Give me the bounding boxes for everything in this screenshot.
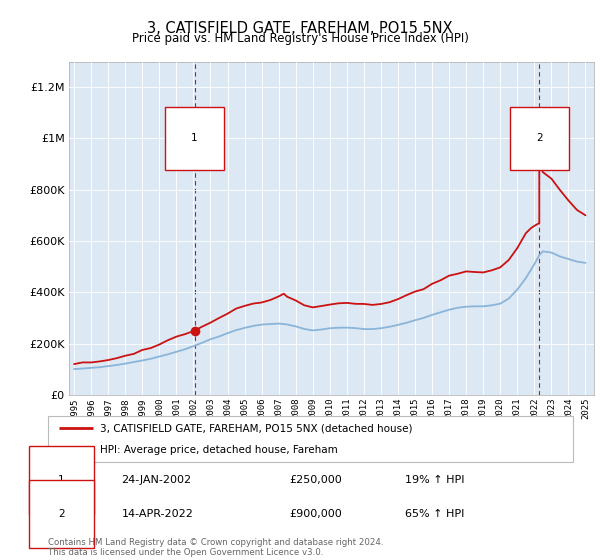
Text: 24-JAN-2002: 24-JAN-2002	[121, 475, 191, 486]
Text: 3, CATISFIELD GATE, FAREHAM, PO15 5NX (detached house): 3, CATISFIELD GATE, FAREHAM, PO15 5NX (d…	[101, 423, 413, 433]
Text: 2: 2	[58, 508, 64, 519]
FancyBboxPatch shape	[48, 416, 573, 462]
Text: 3, CATISFIELD GATE, FAREHAM, PO15 5NX: 3, CATISFIELD GATE, FAREHAM, PO15 5NX	[147, 21, 453, 36]
Text: 2: 2	[536, 133, 542, 143]
Text: £900,000: £900,000	[290, 508, 342, 519]
Text: 14-APR-2022: 14-APR-2022	[121, 508, 193, 519]
Text: 1: 1	[191, 133, 198, 143]
Text: Contains HM Land Registry data © Crown copyright and database right 2024.
This d: Contains HM Land Registry data © Crown c…	[48, 538, 383, 557]
Text: 19% ↑ HPI: 19% ↑ HPI	[405, 475, 464, 486]
Text: Price paid vs. HM Land Registry's House Price Index (HPI): Price paid vs. HM Land Registry's House …	[131, 32, 469, 45]
Text: 65% ↑ HPI: 65% ↑ HPI	[405, 508, 464, 519]
Text: HPI: Average price, detached house, Fareham: HPI: Average price, detached house, Fare…	[101, 445, 338, 455]
Text: 1: 1	[58, 475, 64, 486]
Text: £250,000: £250,000	[290, 475, 342, 486]
